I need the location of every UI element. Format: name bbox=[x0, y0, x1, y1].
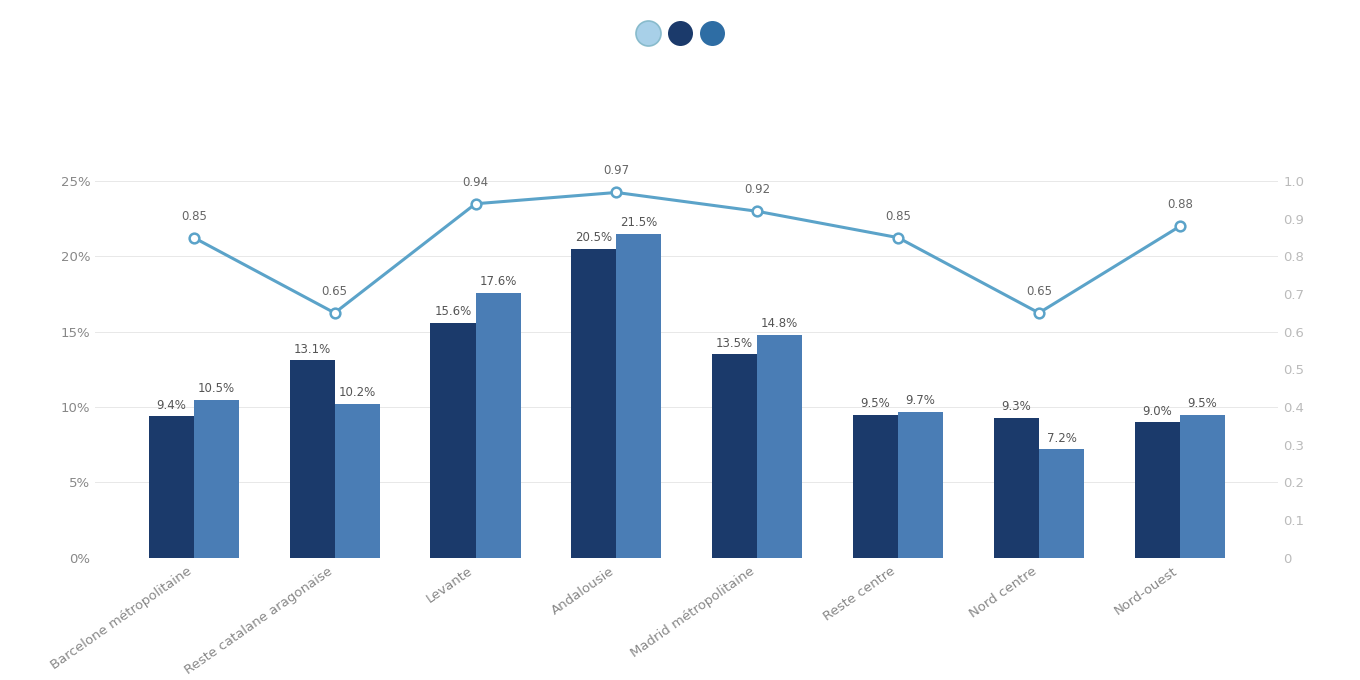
Bar bbox=[571, 249, 616, 558]
Text: 9.0%: 9.0% bbox=[1142, 405, 1172, 418]
Text: 0.97: 0.97 bbox=[604, 165, 630, 177]
Text: 0.85: 0.85 bbox=[885, 209, 911, 222]
Text: 17.6%: 17.6% bbox=[479, 275, 517, 288]
Text: 7.2%: 7.2% bbox=[1047, 432, 1076, 445]
Bar bbox=[616, 234, 661, 558]
Bar bbox=[290, 360, 335, 558]
Bar bbox=[335, 404, 379, 558]
Bar bbox=[1134, 422, 1179, 558]
Bar bbox=[193, 400, 239, 558]
Bar bbox=[713, 354, 758, 558]
Text: 15.6%: 15.6% bbox=[434, 305, 472, 318]
Text: 0.65: 0.65 bbox=[322, 285, 348, 298]
Text: 9.4%: 9.4% bbox=[156, 398, 186, 411]
Text: 13.1%: 13.1% bbox=[294, 343, 330, 356]
Text: 0.94: 0.94 bbox=[462, 175, 488, 188]
Bar bbox=[853, 415, 898, 558]
Bar bbox=[898, 411, 944, 558]
Bar bbox=[758, 335, 802, 558]
Text: 0.85: 0.85 bbox=[181, 209, 207, 222]
Text: 9.5%: 9.5% bbox=[861, 397, 891, 410]
Text: 13.5%: 13.5% bbox=[717, 337, 753, 350]
Bar bbox=[476, 292, 521, 558]
Text: 10.5%: 10.5% bbox=[197, 382, 235, 395]
Bar bbox=[430, 323, 476, 558]
Text: 20.5%: 20.5% bbox=[575, 231, 612, 244]
Legend: , , : , , bbox=[634, 27, 726, 41]
Text: 10.2%: 10.2% bbox=[339, 386, 375, 400]
Text: 9.5%: 9.5% bbox=[1187, 397, 1217, 410]
Bar bbox=[1179, 415, 1225, 558]
Text: 0.65: 0.65 bbox=[1025, 285, 1051, 298]
Text: 9.7%: 9.7% bbox=[906, 394, 936, 407]
Text: 0.88: 0.88 bbox=[1167, 199, 1193, 211]
Text: 0.92: 0.92 bbox=[744, 183, 770, 197]
Bar bbox=[1039, 449, 1084, 558]
Bar bbox=[994, 418, 1039, 558]
Bar bbox=[148, 416, 193, 558]
Text: 14.8%: 14.8% bbox=[762, 318, 798, 330]
Text: 9.3%: 9.3% bbox=[1001, 400, 1031, 413]
Text: 21.5%: 21.5% bbox=[620, 216, 657, 229]
